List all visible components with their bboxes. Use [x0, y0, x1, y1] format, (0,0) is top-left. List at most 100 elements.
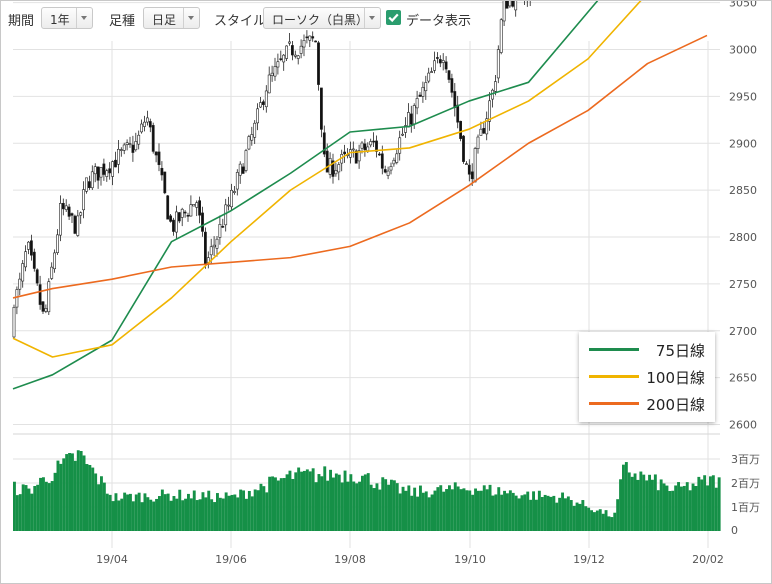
volume-bar — [610, 517, 614, 531]
candle-body — [476, 136, 480, 149]
volume-bar — [584, 506, 588, 531]
volume-bar — [636, 479, 640, 531]
period-select[interactable]: 1年 — [41, 7, 93, 29]
toolbar: 期間 1年 足種 日足 スタイル ローソク（白黒） データ表示 — [1, 1, 771, 37]
volume-bar — [682, 485, 686, 531]
legend-swatch — [589, 348, 639, 351]
y-tick-label: 2900 — [729, 137, 757, 150]
candle-body — [412, 105, 416, 125]
candle-body — [290, 45, 294, 56]
candle-body — [406, 112, 410, 128]
volume-bar — [595, 510, 599, 531]
volume-bar — [334, 473, 338, 531]
candle-body — [514, 1, 518, 11]
volume-bar — [581, 500, 585, 531]
y-tick-label: 2800 — [729, 231, 757, 244]
volume-bar — [181, 500, 185, 531]
candle-body — [285, 45, 289, 59]
volume-bar — [33, 486, 37, 531]
candle-body — [325, 150, 329, 173]
volume-bar — [259, 483, 263, 531]
candle-body — [38, 284, 42, 305]
volume-bar — [213, 502, 216, 531]
volume-bar — [27, 488, 31, 531]
candle-body — [322, 132, 326, 155]
candle-body — [186, 215, 190, 217]
volume-bar — [372, 488, 376, 531]
style-select[interactable]: ローソク（白黒） — [263, 7, 381, 29]
candle-body — [383, 169, 387, 173]
chevron-down-icon — [183, 8, 199, 28]
x-tick-label: 19/10 — [454, 553, 486, 566]
volume-bar — [355, 483, 359, 531]
candle-body — [122, 144, 126, 151]
volume-bar — [111, 501, 115, 531]
candle-body — [351, 148, 355, 151]
candle-body — [392, 159, 396, 165]
candle-body — [261, 101, 265, 105]
volume-bar — [506, 493, 509, 531]
candle-body — [24, 251, 28, 268]
candle-body — [482, 128, 486, 134]
volume-bar — [540, 497, 544, 531]
volume-bar — [572, 505, 576, 531]
candle-body — [44, 308, 48, 312]
candle-body — [18, 278, 22, 290]
volume-bar — [305, 469, 309, 531]
volume-bar — [691, 483, 695, 531]
candle-body — [259, 102, 262, 108]
volume-bar — [546, 495, 550, 531]
volume-bar — [448, 485, 451, 531]
volume-bar — [604, 510, 608, 531]
volume-bar — [233, 494, 237, 531]
style-label: スタイル — [214, 14, 267, 29]
data-display-checkbox[interactable] — [386, 10, 401, 25]
candle-body — [444, 61, 448, 70]
volume-bar — [71, 453, 74, 531]
volume-bar — [253, 489, 257, 531]
candle-body — [102, 163, 106, 175]
candle-body — [41, 301, 45, 312]
candle-body — [293, 54, 297, 57]
volume-bar — [149, 499, 153, 531]
volume-bar — [210, 499, 214, 531]
candle-body — [111, 161, 115, 177]
volume-bar — [456, 486, 460, 531]
candle-body — [314, 40, 318, 43]
candle-body — [146, 117, 149, 123]
volume-bar — [662, 483, 666, 531]
volume-bar — [152, 501, 156, 531]
candle-body — [131, 144, 135, 153]
candle-body — [64, 205, 68, 210]
volume-bar — [320, 476, 324, 531]
candle-body — [279, 58, 283, 60]
volume-bar — [221, 498, 225, 531]
ma-line-200 — [12, 34, 708, 299]
volume-bar — [685, 482, 689, 531]
candle-body — [166, 195, 170, 220]
volume-bar — [680, 486, 683, 531]
legend-label: 200日線 — [646, 396, 705, 414]
candle-body — [447, 70, 451, 80]
candle-body — [508, 1, 512, 7]
volume-bar — [665, 485, 669, 531]
volume-bar — [474, 488, 477, 531]
candle-body — [212, 244, 216, 248]
candle-body — [50, 266, 54, 279]
volume-bar — [639, 471, 643, 531]
volume-bar — [62, 458, 66, 531]
candle-body — [288, 41, 291, 44]
volume-bar — [671, 490, 675, 531]
volume-bar — [436, 487, 440, 531]
ma-line-100 — [12, 1, 642, 358]
legend-item-ma100: 100日線 — [579, 364, 715, 390]
candle-body — [61, 202, 65, 210]
candle-body — [125, 142, 129, 145]
candle-body — [119, 149, 123, 151]
candle-body — [276, 61, 280, 68]
candle-type-select[interactable]: 日足 — [143, 7, 200, 29]
candle-body — [247, 136, 251, 150]
candle-body — [201, 212, 204, 232]
candle-body — [169, 215, 173, 222]
candle-body — [238, 163, 242, 176]
